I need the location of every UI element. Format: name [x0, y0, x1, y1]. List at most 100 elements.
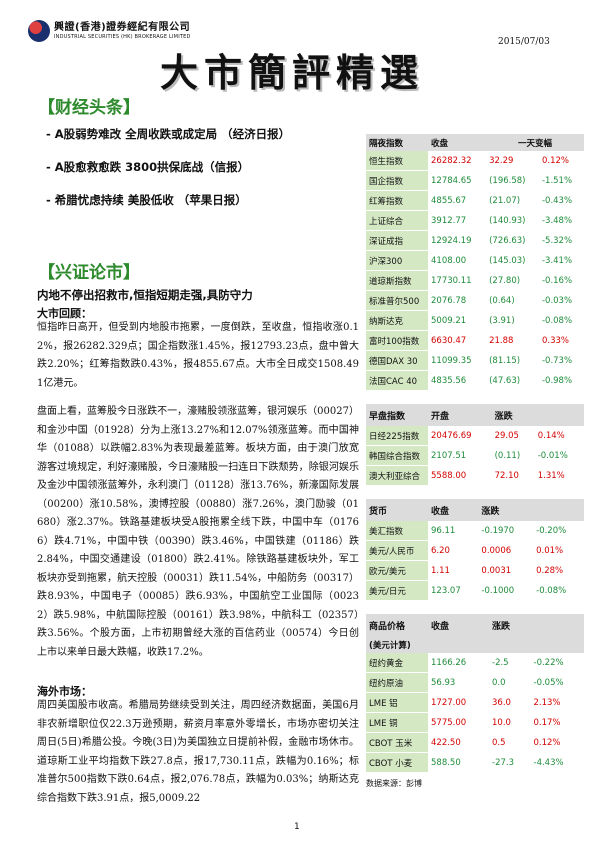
- row-percent: -0.08%: [533, 580, 584, 601]
- row-value: 11099.35: [428, 350, 487, 371]
- table-row: 富时100指数 6630.47 21.88 0.33%: [366, 330, 584, 351]
- overseas-market-label: 海外市场：: [37, 685, 92, 698]
- overnight-indices-table: 隔夜指数 收盘 一天变幅 恒生指数 26282.32 32.29 0.12% 国企指数 1…: [366, 134, 584, 391]
- row-value: 1.11: [428, 560, 479, 581]
- row-percent: -3.48%: [538, 210, 584, 231]
- row-name: 红筹指数: [366, 190, 428, 211]
- col-header: 涨跌: [489, 614, 531, 636]
- table-row: 纽约黄金 1166.26 -2.5 -0.22%: [366, 653, 584, 673]
- row-change: 29.05: [491, 426, 535, 446]
- row-name: CBOT 小麦: [366, 752, 428, 773]
- row-name: 纽约原油: [366, 672, 428, 693]
- headline-item: - A股愈救愈跌 3800拱保底战（信报）: [46, 160, 250, 174]
- row-percent: 0.12%: [538, 151, 584, 171]
- row-name: 日经225指数: [366, 426, 428, 446]
- table-row: 沪深300 4108.00 (145.03) -3.41%: [366, 250, 584, 271]
- col-header: 商品价格: [366, 614, 428, 636]
- row-change: 36.0: [489, 692, 531, 713]
- col-subheader: (美元计算): [366, 636, 428, 653]
- row-name: 欧元/美元: [366, 560, 428, 581]
- row-change: 21.88: [486, 330, 539, 351]
- row-name: 法国CAC 40: [366, 370, 428, 391]
- row-percent: -5.32%: [538, 230, 584, 251]
- row-change: 0.0031: [478, 560, 534, 581]
- row-value: 422.50: [428, 732, 489, 753]
- col-header: 收盘: [428, 499, 479, 521]
- row-value: 6630.47: [428, 330, 487, 351]
- table-row: 恒生指数 26282.32 32.29 0.12%: [366, 151, 584, 171]
- table-row: 美元/人民币 6.20 0.0006 0.01%: [366, 540, 584, 561]
- overseas-paragraph: 周四美国股市收高。希腊局势继续受到关注，周四经济数据面，美国6月非农新增职位仅2…: [37, 700, 359, 804]
- row-value: 123.07: [428, 580, 479, 601]
- row-percent: 0.14%: [534, 426, 584, 446]
- table-row: LME 铝 1727.00 36.0 2.13%: [366, 692, 584, 713]
- row-percent: -3.41%: [538, 250, 584, 271]
- market-data-panel: 隔夜指数 收盘 一天变幅 恒生指数 26282.32 32.29 0.12% 国企指数 1…: [366, 134, 584, 789]
- row-change: (0.64): [486, 290, 539, 311]
- row-value: 588.50: [428, 752, 489, 773]
- row-percent: -0.05%: [530, 672, 584, 693]
- row-percent: 0.33%: [538, 330, 584, 351]
- row-name: 纽约黄金: [366, 653, 428, 673]
- data-source-note: 数据来源：彭博: [366, 779, 422, 788]
- article-title: 内地不停出招救市,恒指短期走强,具防守力: [37, 288, 253, 302]
- page-title: 大市簡評精選: [160, 51, 425, 95]
- row-percent: -0.08%: [538, 310, 584, 331]
- table-row: 法国CAC 40 4835.56 (47.63) -0.98%: [366, 370, 584, 391]
- table-subheader-row: (美元计算): [366, 636, 584, 653]
- company-logo: 興證(香港)證券經紀有限公司 INDUSTRIAL SECURITIES (HK…: [28, 20, 191, 42]
- row-change: 0.0: [489, 672, 531, 693]
- table-header-row: 商品价格 收盘 涨跌: [366, 614, 584, 636]
- row-change: 10.0: [489, 712, 531, 733]
- table-row: 日经225指数 20476.69 29.05 0.14%: [366, 426, 584, 446]
- row-value: 6.20: [428, 540, 479, 561]
- headline-item: - A股弱势难改 全周收跌或成定局 （经济日报）: [46, 127, 291, 141]
- table-row: CBOT 玉米 422.50 0.5 0.12%: [366, 732, 584, 753]
- review-paragraph: 恒指昨日高开，但受到内地股市拖累，一度倒跌，至收盘，恒指收涨0.12%，报262…: [37, 322, 359, 389]
- row-change: -27.3: [489, 752, 531, 773]
- table-row: 欧元/美元 1.11 0.0031 0.28%: [366, 560, 584, 581]
- row-value: 2076.78: [428, 290, 487, 311]
- row-change: -0.1000: [478, 580, 534, 601]
- row-change: -0.1970: [478, 521, 534, 541]
- col-header: 收盘: [428, 614, 489, 636]
- table-header-row: 货币 收盘 涨跌: [366, 499, 584, 521]
- table-row: 纽约原油 56.93 0.0 -0.05%: [366, 672, 584, 693]
- table-row: 红筹指数 4855.67 (21.07) -0.43%: [366, 190, 584, 211]
- row-value: 20476.69: [428, 426, 492, 446]
- table-row: 美汇指数 96.11 -0.1970 -0.20%: [366, 521, 584, 541]
- row-name: 美元/人民币: [366, 540, 428, 561]
- row-change: (0.11): [491, 445, 535, 466]
- row-change: (145.03): [486, 250, 539, 271]
- col-header: 开盘: [428, 404, 492, 426]
- row-change: 0.0006: [478, 540, 534, 561]
- company-name-cn: 興證(香港)證券經紀有限公司: [54, 21, 191, 33]
- table-row: 美元/日元 123.07 -0.1000 -0.08%: [366, 580, 584, 601]
- table-row: 韩国综合指数 2107.51 (0.11) -0.01%: [366, 445, 584, 466]
- row-name: 澳大利亚综合: [366, 465, 428, 486]
- row-change: 32.29: [486, 151, 539, 171]
- row-value: 4835.56: [428, 370, 487, 391]
- col-header: 涨跌: [491, 404, 535, 426]
- headline-item: - 希腊忧虑持续 美股低收 （苹果日报）: [46, 193, 247, 207]
- row-value: 26282.32: [428, 151, 487, 171]
- row-percent: -4.43%: [530, 752, 584, 773]
- row-percent: -0.98%: [538, 370, 584, 391]
- row-percent: -0.73%: [538, 350, 584, 371]
- commodity-table: 商品价格 收盘 涨跌 (美元计算) 纽约黄金 1166.26 -2.5 -0.22% 纽…: [366, 614, 584, 773]
- row-name: LME 铜: [366, 712, 428, 733]
- row-percent: -0.22%: [530, 653, 584, 673]
- finance-headlines-heading: 【财经头条】: [38, 98, 140, 118]
- row-value: 4108.00: [428, 250, 487, 271]
- row-change: (196.58): [486, 170, 539, 191]
- col-header: 一天变幅: [486, 134, 584, 151]
- report-date: 2015/07/03: [498, 37, 550, 47]
- row-value: 5775.00: [428, 712, 489, 733]
- row-name: 道琼斯指数: [366, 270, 428, 291]
- row-value: 2107.51: [428, 445, 492, 466]
- table-header-row: 隔夜指数 收盘 一天变幅: [366, 134, 584, 151]
- row-name: 深证成指: [366, 230, 428, 251]
- row-change: (726.63): [486, 230, 539, 251]
- row-percent: 0.28%: [533, 560, 584, 581]
- row-percent: -0.01%: [534, 445, 584, 466]
